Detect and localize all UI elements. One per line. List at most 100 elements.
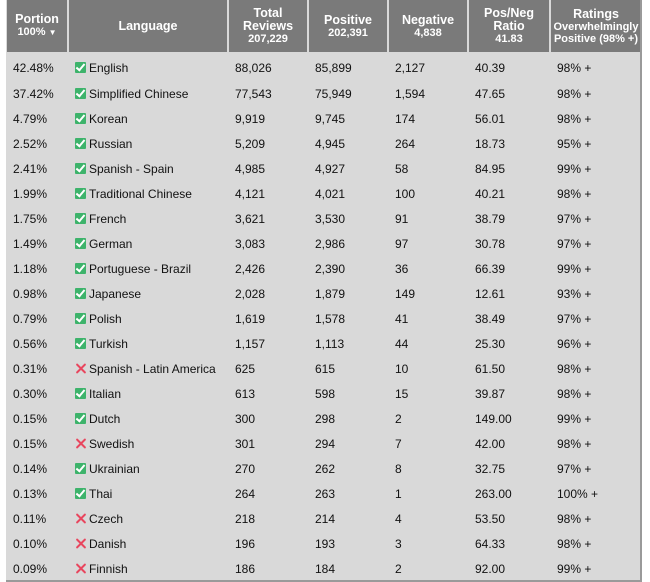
positive-cell-text: 75,949 <box>315 86 352 101</box>
language-cell-text: Ukrainian <box>89 461 140 476</box>
ratio-cell-text: 18.73 <box>475 136 506 151</box>
col-header-ratings[interactable]: Ratings Overwhelmingly Positive (98% +) <box>551 0 641 52</box>
portion-cell-text: 0.13% <box>13 486 48 501</box>
ratio-cell-text: 40.39 <box>475 60 506 75</box>
portion-cell: 1.75% <box>7 206 67 231</box>
negative-cell-text: 264 <box>395 136 416 151</box>
language-cell-text: Spanish - Latin America <box>89 361 216 376</box>
rating-cell-text: 98% + <box>557 386 592 401</box>
ratio-cell-text: 38.79 <box>475 211 506 226</box>
reviews-table: Portion 100% ▼ Language Total Reviews 20… <box>5 0 643 581</box>
negative-cell-text: 44 <box>395 336 409 351</box>
table-row: 1.75% French 3,621 3,530 91 38.79 97% + <box>7 206 641 231</box>
language-cell: Polish <box>69 306 227 331</box>
table-row: 0.79% Polish 1,619 1,578 41 38.49 97% + <box>7 306 641 331</box>
table-row: 0.56% Turkish 1,157 1,113 44 25.30 96% + <box>7 331 641 356</box>
rating-cell-text: 96% + <box>557 336 592 351</box>
positive-cell-text: 1,578 <box>315 311 346 326</box>
rating-cell: 98% + <box>551 81 641 106</box>
negative-cell: 91 <box>389 206 467 231</box>
positive-cell: 263 <box>309 481 387 506</box>
portion-cell: 2.52% <box>7 131 67 156</box>
portion-cell: 0.15% <box>7 406 67 431</box>
table-row: 2.41% Spanish - Spain 4,985 4,927 58 84.95 99%… <box>7 156 641 181</box>
table-row: 37.42% Simplified Chinese 77,543 75,949 1,59… <box>7 81 641 106</box>
ratio-cell-text: 84.95 <box>475 161 506 176</box>
language-cell-text: English <box>89 60 129 75</box>
col-header-total-reviews[interactable]: Total Reviews 207,229 <box>229 0 307 52</box>
ratio-cell: 149.00 <box>469 406 549 431</box>
col-header-positive[interactable]: Positive 202,391 <box>309 0 387 52</box>
table-row: 2.52% Russian 5,209 4,945 264 18.73 95% + <box>7 131 641 156</box>
language-cell: Japanese <box>69 281 227 306</box>
check-icon <box>75 487 86 499</box>
ratio-cell-text: 30.78 <box>475 236 506 251</box>
negative-cell-text: 1,594 <box>395 86 426 101</box>
positive-cell-text: 294 <box>315 436 336 451</box>
table-body: 42.48% English 88,026 85,899 2,127 40.39 98% +… <box>7 52 641 581</box>
total-reviews-cell: 3,621 <box>229 206 307 231</box>
table-row: 0.15% Dutch 300 298 2 149.00 99% + <box>7 406 641 431</box>
portion-cell-text: 4.79% <box>13 111 48 126</box>
table-row: 1.18% Portuguese - Brazil 2,426 2,390 36 66.3… <box>7 256 641 281</box>
negative-cell: 41 <box>389 306 467 331</box>
rating-cell: 99% + <box>551 406 641 431</box>
table-row: 0.13% Thai 264 263 1 263.00 100% + <box>7 481 641 506</box>
portion-cell-text: 0.31% <box>13 361 48 376</box>
language-cell: German <box>69 231 227 256</box>
col-header-language[interactable]: Language <box>69 0 227 52</box>
check-icon <box>75 237 86 249</box>
col-header-portion[interactable]: Portion 100% ▼ <box>7 0 67 52</box>
portion-cell-text: 1.75% <box>13 211 48 226</box>
negative-cell-text: 3 <box>395 536 402 551</box>
rating-cell-text: 97% + <box>557 461 592 476</box>
total-reviews-cell-text: 300 <box>235 411 256 426</box>
col-header-pos-neg-ratio[interactable]: Pos/Neg Ratio 41.83 <box>469 0 549 52</box>
portion-cell-text: 37.42% <box>13 86 54 101</box>
language-cell-text: French <box>89 211 127 226</box>
portion-cell-text: 1.49% <box>13 236 48 251</box>
negative-cell: 2 <box>389 556 467 581</box>
negative-cell: 1,594 <box>389 81 467 106</box>
portion-cell-text: 0.98% <box>13 286 48 301</box>
portion-cell-text: 0.10% <box>13 536 48 551</box>
language-cell-text: Simplified Chinese <box>89 86 189 101</box>
ratio-cell: 39.87 <box>469 381 549 406</box>
total-reviews-cell: 218 <box>229 506 307 531</box>
rating-cell: 98% + <box>551 106 641 131</box>
portion-cell: 4.79% <box>7 106 67 131</box>
check-icon <box>75 337 86 349</box>
ratio-cell-text: 32.75 <box>475 461 506 476</box>
ratio-cell: 47.65 <box>469 81 549 106</box>
ratio-cell-text: 39.87 <box>475 386 506 401</box>
negative-cell-text: 7 <box>395 436 402 451</box>
language-cell: Russian <box>69 131 227 156</box>
cross-icon <box>75 513 86 524</box>
col-header-negative[interactable]: Negative 4,838 <box>389 0 467 52</box>
positive-cell-text: 1,113 <box>315 336 345 351</box>
portion-cell-text: 0.09% <box>13 561 48 576</box>
negative-cell: 36 <box>389 256 467 281</box>
positive-cell: 214 <box>309 506 387 531</box>
positive-cell-text: 214 <box>315 511 336 526</box>
positive-cell-text: 263 <box>315 486 336 501</box>
rating-cell-text: 99% + <box>557 561 592 576</box>
language-cell: Simplified Chinese <box>69 81 227 106</box>
ratio-cell: 30.78 <box>469 231 549 256</box>
rating-cell: 97% + <box>551 306 641 331</box>
negative-cell-text: 2 <box>395 411 402 426</box>
negative-cell: 10 <box>389 356 467 381</box>
rating-cell-text: 98% + <box>557 511 592 526</box>
total-reviews-cell-text: 9,919 <box>235 111 266 126</box>
ratio-cell: 18.73 <box>469 131 549 156</box>
negative-cell-text: 10 <box>395 361 409 376</box>
portion-cell: 0.10% <box>7 531 67 556</box>
total-reviews-cell-text: 4,121 <box>235 186 266 201</box>
positive-cell: 1,578 <box>309 306 387 331</box>
negative-cell: 7 <box>389 431 467 456</box>
cross-icon <box>75 363 86 374</box>
rating-cell: 98% + <box>551 506 641 531</box>
language-cell: Swedish <box>69 431 227 456</box>
negative-cell-text: 1 <box>395 486 402 501</box>
positive-cell: 3,530 <box>309 206 387 231</box>
